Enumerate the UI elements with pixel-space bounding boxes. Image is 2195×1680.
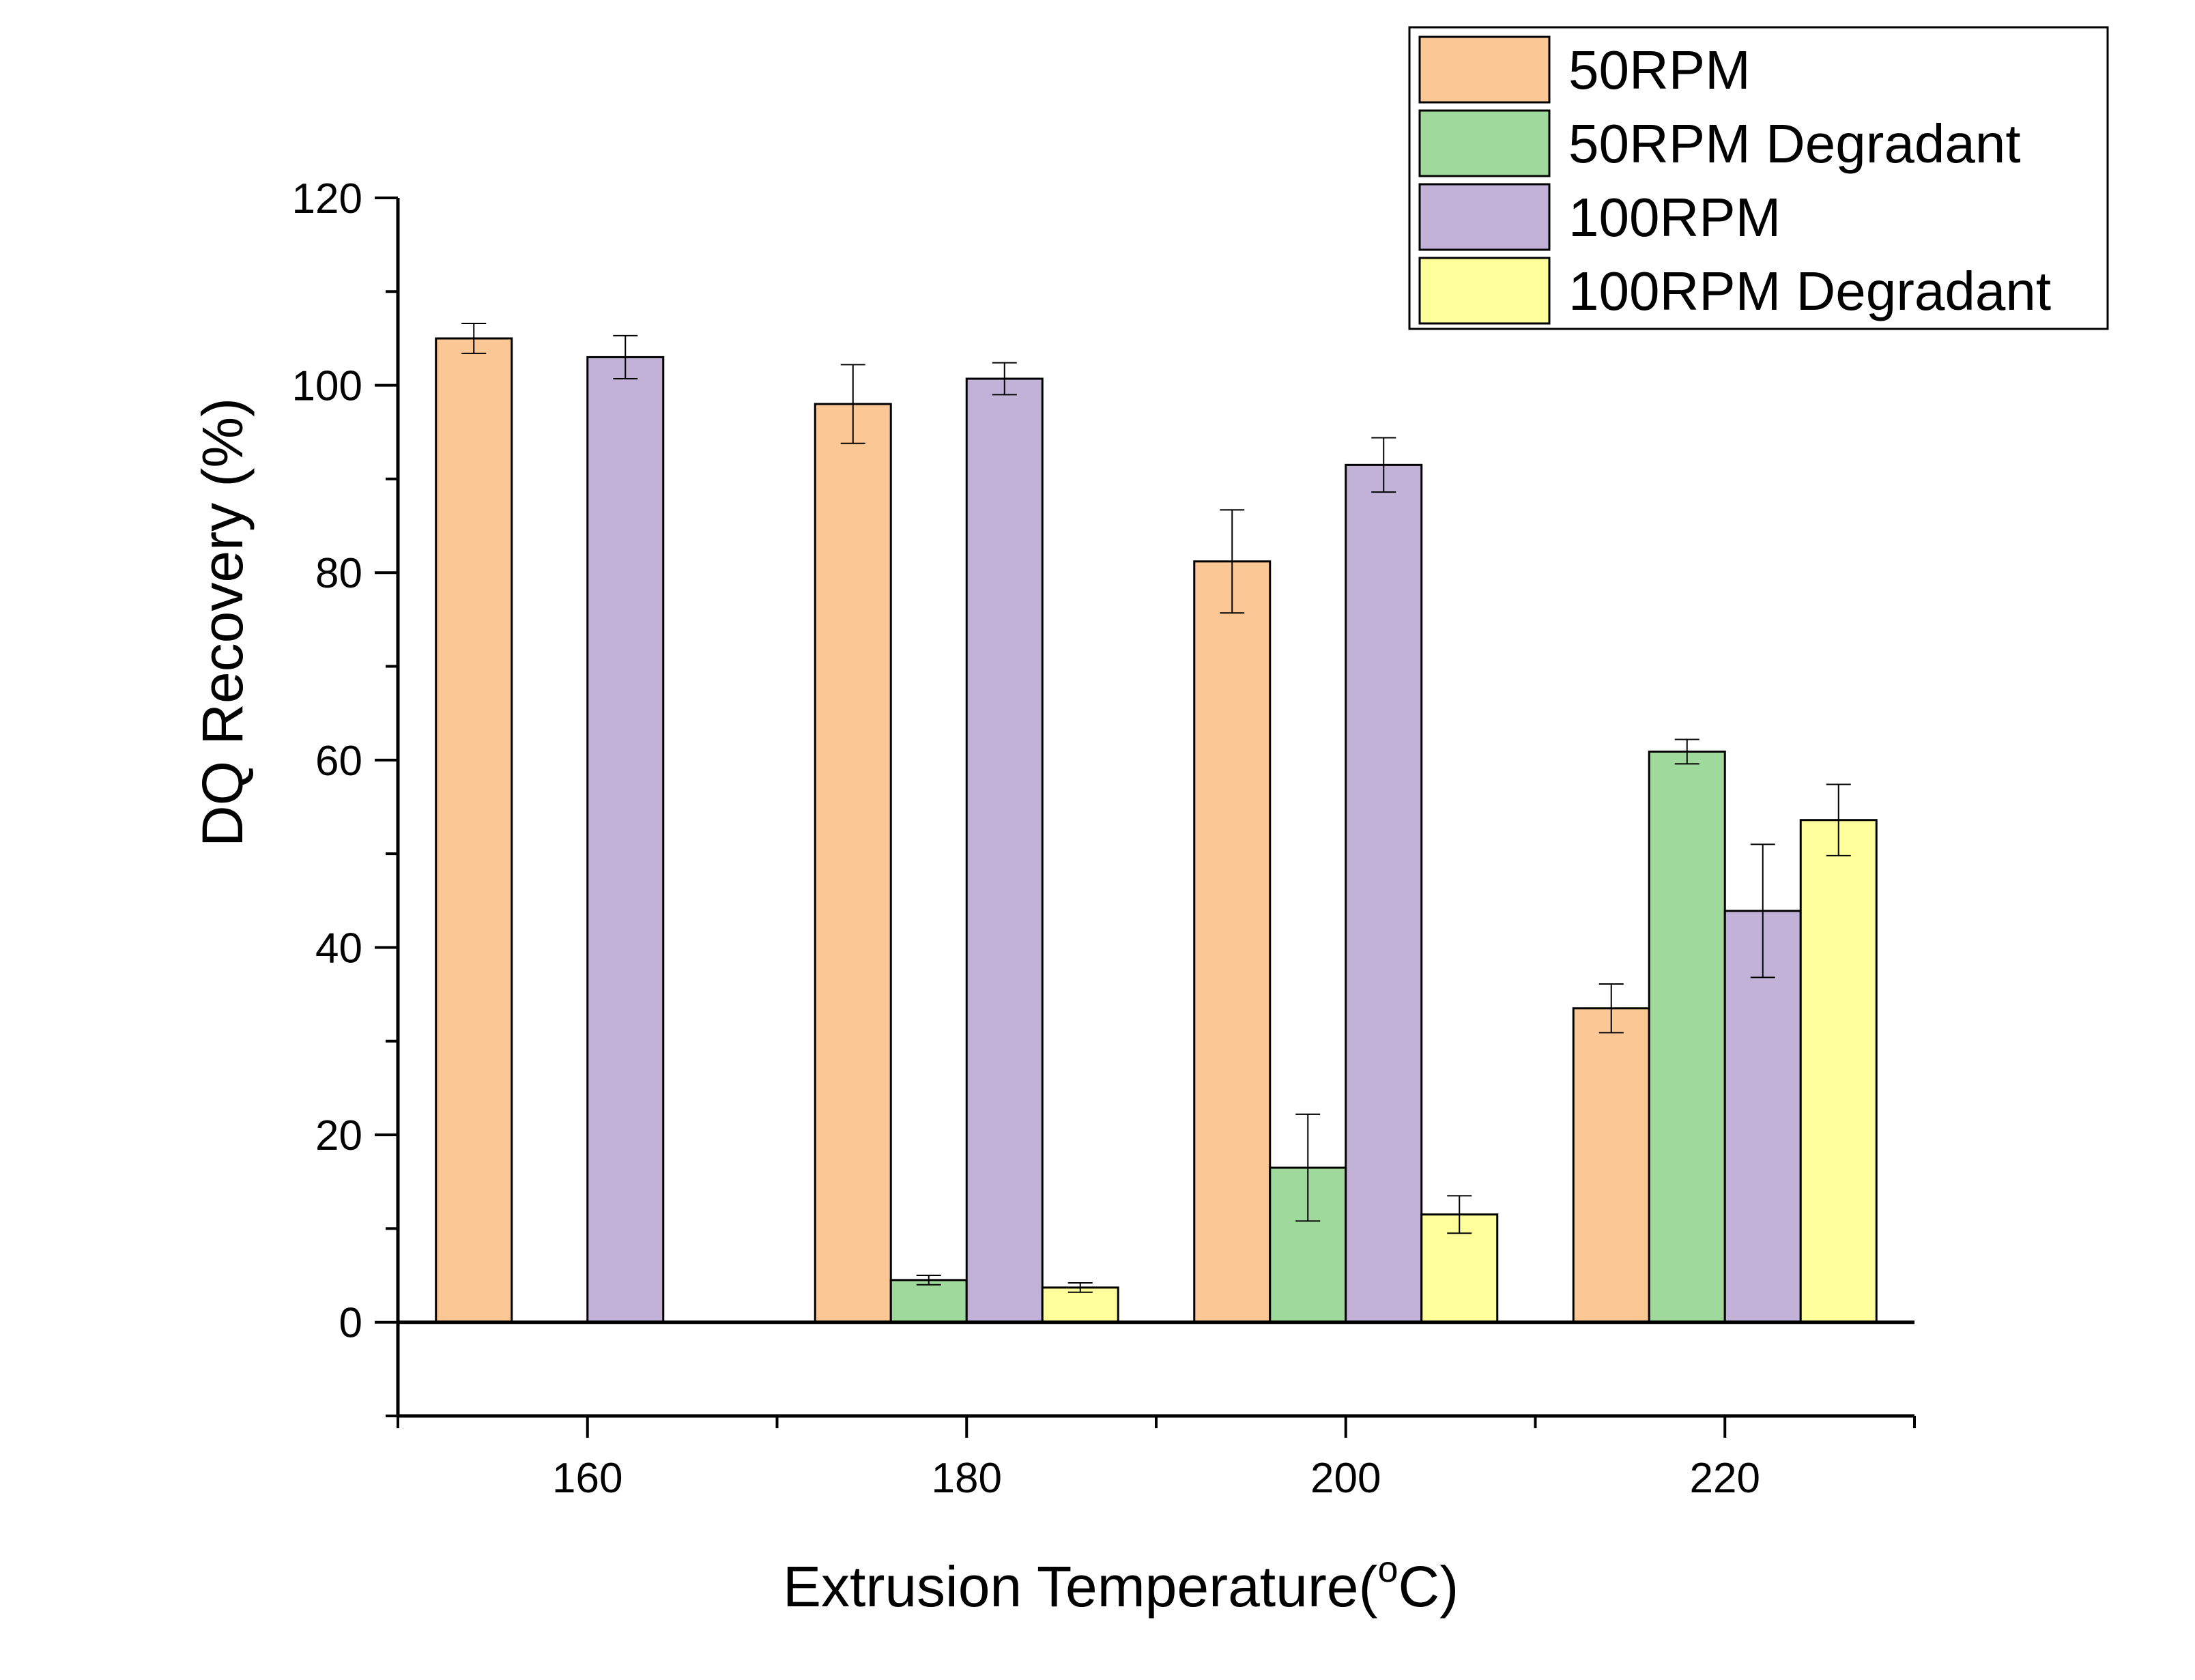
y-axis-title: DQ Recovery (%) bbox=[190, 398, 255, 847]
bar bbox=[1723, 910, 1802, 1324]
y-tick-label: 40 bbox=[315, 925, 362, 972]
axes-layer bbox=[375, 197, 1916, 1438]
bar bbox=[1420, 1213, 1499, 1324]
legend-swatch bbox=[1418, 109, 1551, 177]
y-tick-label: 100 bbox=[292, 363, 362, 410]
legend-swatch bbox=[1418, 257, 1551, 325]
legend: 50RPM 50RPM Degradant 100RPM 100RPM Degrada… bbox=[1408, 26, 2109, 330]
y-tick-labels: 0 20 40 60 80 100 120 bbox=[292, 175, 362, 1347]
bar bbox=[814, 403, 892, 1324]
bars-layer bbox=[435, 337, 1878, 1324]
legend-swatch bbox=[1418, 183, 1551, 251]
x-tick-label: 220 bbox=[1690, 1455, 1760, 1502]
x-tick-label: 180 bbox=[932, 1455, 1002, 1502]
x-axis-title-superscript: o bbox=[1378, 1549, 1398, 1590]
x-tick-label: 160 bbox=[552, 1455, 622, 1502]
bar bbox=[1193, 560, 1272, 1324]
bar bbox=[1648, 750, 1726, 1324]
legend-swatch bbox=[1418, 35, 1551, 104]
legend-label: 100RPM Degradant bbox=[1568, 261, 2051, 321]
y-tick-label: 60 bbox=[315, 738, 362, 785]
x-axis-title-suffix: C) bbox=[1398, 1554, 1459, 1619]
legend-label: 50RPM Degradant bbox=[1568, 113, 2021, 174]
bar bbox=[889, 1279, 968, 1324]
y-tick-label: 20 bbox=[315, 1112, 362, 1159]
y-tick-label: 0 bbox=[339, 1300, 362, 1347]
bar bbox=[435, 337, 513, 1324]
bar bbox=[586, 356, 665, 1324]
x-axis-title: Extrusion Temperature(oC) bbox=[783, 1549, 1459, 1619]
bar bbox=[1572, 1007, 1650, 1324]
error-bars-layer bbox=[461, 322, 1851, 1293]
x-axis-title-main: Extrusion Temperature( bbox=[783, 1554, 1378, 1619]
bar bbox=[965, 377, 1044, 1324]
y-tick-label: 80 bbox=[315, 550, 362, 597]
legend-label: 100RPM bbox=[1568, 187, 1781, 248]
y-tick-label: 120 bbox=[292, 175, 362, 222]
legend-label: 50RPM bbox=[1568, 40, 1751, 100]
bar bbox=[1799, 819, 1878, 1324]
x-tick-labels: 160 180 200 220 bbox=[552, 1455, 1760, 1502]
x-tick-label: 200 bbox=[1310, 1455, 1381, 1502]
bar bbox=[1345, 463, 1423, 1324]
